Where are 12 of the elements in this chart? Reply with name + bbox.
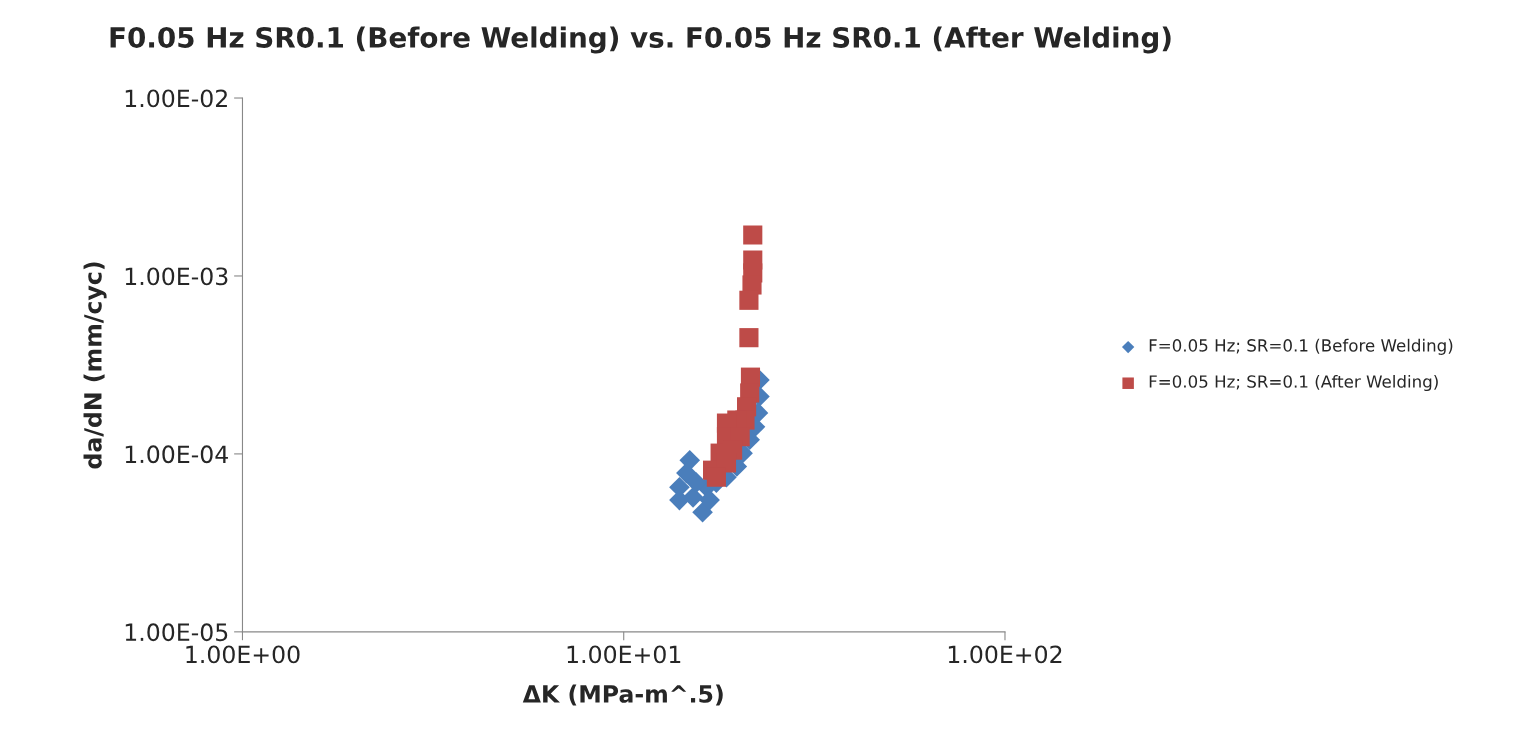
- y-tick-label: 1.00E-05: [125, 623, 228, 642]
- y-tick-label: 1.00E-02: [125, 89, 227, 108]
- legend-label: F=0.05 Hz; SR=0.1 (After Welding): [1149, 374, 1438, 392]
- x-tick-label: 1.00E+00: [186, 645, 300, 664]
- x-tick-label: 1.00E+02: [948, 645, 1062, 664]
- y-tick-label: 1.00E-03: [125, 267, 228, 286]
- x-tick-label: 1.00E+01: [567, 645, 681, 664]
- y-axis-title: da/dN (mm/cyc): [83, 262, 107, 469]
- y-tick-label: 1.00E-04: [125, 445, 228, 464]
- chart-title: F0.05 Hz SR0.1 (Before Welding) vs. F0.05 Hz SR0.1 (After Welding): [110, 26, 1171, 54]
- x-axis-title: ΔK (MPa-m^.5): [522, 684, 723, 706]
- legend-label: F=0.05 Hz; SR=0.1 (Before Welding): [1149, 338, 1453, 355]
